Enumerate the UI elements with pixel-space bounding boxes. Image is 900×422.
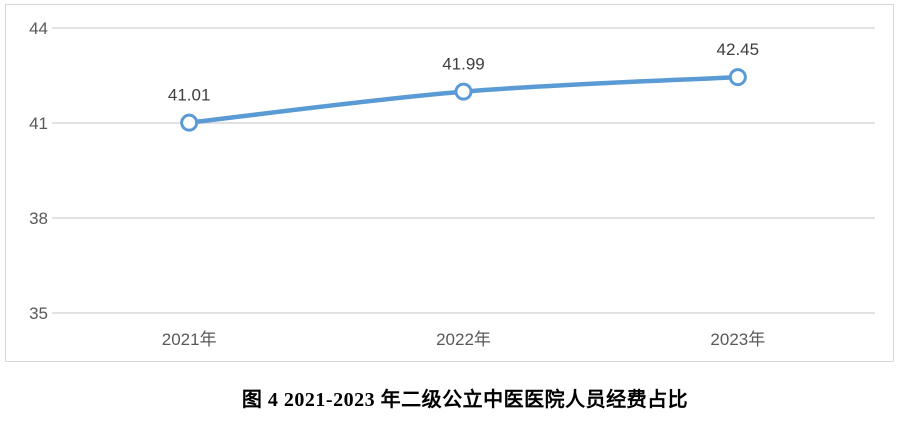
- x-axis-tick-label: 2021年: [162, 330, 217, 349]
- data-point-marker: [728, 68, 747, 87]
- y-axis-tick-label: 41: [29, 114, 48, 133]
- data-label: 41.01: [168, 86, 211, 105]
- line-chart: 44 41 38 35 2021年 2022年 2023年 41.01 41.99 42.45: [29, 19, 875, 349]
- y-axis-tick-label: 38: [29, 209, 48, 228]
- x-axis-tick-label: 2022年: [436, 330, 491, 349]
- data-point-marker: [180, 113, 199, 132]
- y-axis-tick-label: 35: [29, 304, 48, 323]
- data-label: 42.45: [717, 40, 760, 59]
- data-point-marker: [454, 82, 473, 101]
- chart-plot-frame: [5, 4, 894, 362]
- x-axis-tick-label: 2023年: [710, 330, 765, 349]
- y-axis-tick-label: 44: [29, 19, 48, 38]
- figure-caption: 图 4 2021-2023 年二级公立中医医院人员经费占比: [241, 389, 689, 411]
- data-label: 41.99: [442, 55, 485, 74]
